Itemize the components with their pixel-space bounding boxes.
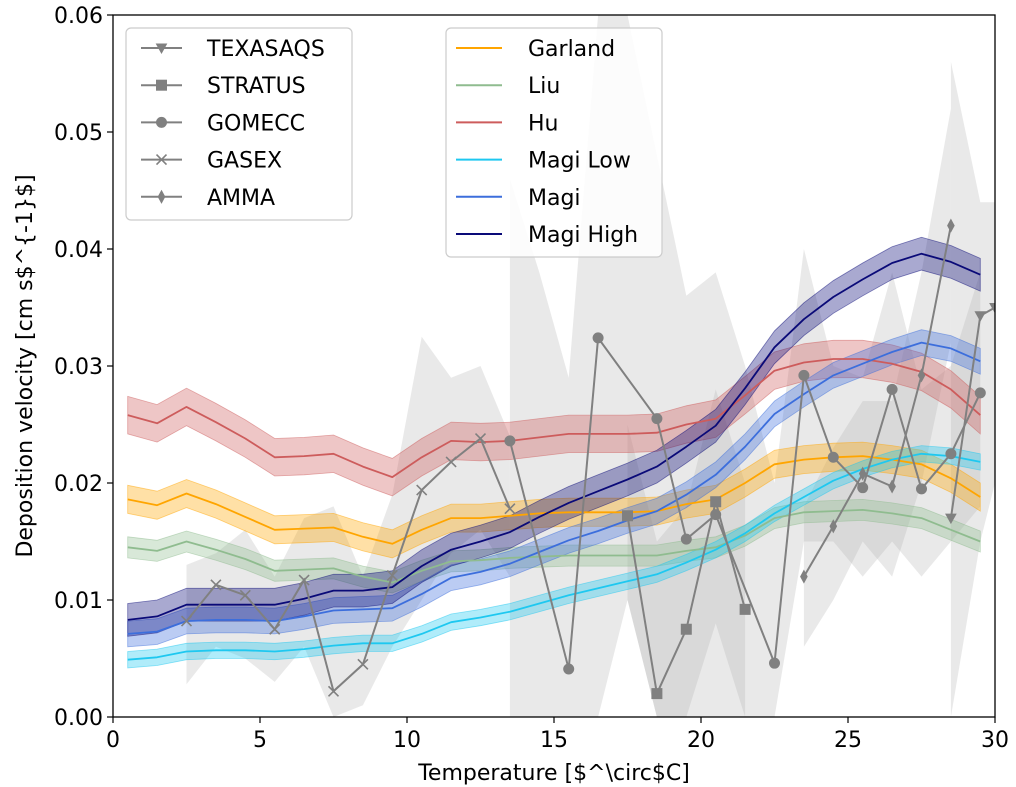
point-stratus [651, 688, 663, 700]
point-gasex [298, 574, 310, 586]
point-amma [888, 479, 896, 494]
x-tick-label: 0 [106, 728, 120, 753]
y-axis-label: Deposition velocity [cm s$^{-1}$] [13, 174, 38, 557]
point-gasex [386, 569, 398, 581]
point-texasaqs [989, 303, 995, 314]
y-tick-label: 0.00 [54, 706, 103, 731]
x-tick-label: 15 [540, 728, 568, 753]
point-gomecc [798, 369, 810, 381]
line-magi [127, 341, 981, 635]
point-gasex [445, 456, 457, 468]
point-amma [858, 466, 867, 481]
legend-models: Garland Liu Hu Magi Low Magi Magi High [445, 27, 663, 258]
point-gasex [504, 503, 516, 515]
model-uncertainty-bands [127, 236, 981, 669]
point-gasex [327, 685, 340, 697]
band-magi-high [127, 236, 981, 637]
line-magi-high [127, 252, 981, 621]
point-gomecc [504, 435, 516, 447]
point-amma [829, 519, 838, 534]
legend-observations: TEXASAQS STRATUS GOMECC GASEX AMMA [125, 27, 353, 221]
y-tick-label: 0.03 [54, 355, 103, 380]
point-amma [917, 368, 926, 383]
legend-label-texasaqs: TEXASAQS [206, 37, 325, 62]
line-magi-low [127, 452, 981, 661]
point-gasex [239, 589, 251, 601]
legend-marker-amma [157, 189, 166, 204]
y-tick-label: 0.02 [54, 472, 103, 497]
band-magi [127, 329, 981, 648]
legend-label-magi-high: Magi High [528, 223, 638, 248]
point-gomecc [974, 387, 986, 399]
point-amma [800, 569, 808, 584]
x-axis-label: Temperature [$^\circ$C] [417, 761, 690, 786]
line-hu [127, 358, 981, 479]
y-tick-label: 0.06 [54, 4, 103, 29]
point-gomecc [769, 657, 780, 669]
point-gomecc [563, 663, 575, 675]
observation-series [180, 218, 995, 700]
point-gomecc [651, 413, 663, 425]
y-tick-label: 0.05 [54, 121, 103, 146]
point-gomecc [857, 482, 869, 494]
legend-label-hu: Hu [528, 111, 559, 136]
legend-marker-gasex [155, 154, 168, 166]
legend-label-amma: AMMA [207, 186, 275, 211]
legend-label-gomecc: GOMECC [207, 111, 305, 136]
spread-band-texasaqs [950, 61, 995, 717]
legend-label-garland: Garland [528, 37, 615, 62]
point-gomecc [945, 448, 957, 460]
point-gomecc [710, 509, 722, 521]
x-tick-label: 25 [834, 728, 862, 753]
legend-marker-texasaqs [155, 43, 168, 55]
legend-marker-gomecc [156, 116, 167, 128]
x-tick-label: 10 [393, 728, 421, 753]
point-gasex [416, 484, 428, 496]
point-gomecc [916, 483, 927, 495]
line-gomecc [508, 335, 982, 670]
line-amma [803, 225, 952, 578]
point-gasex [357, 658, 369, 670]
legend-label-magi: Magi [528, 186, 581, 211]
y-tick-label: 0.04 [54, 238, 103, 263]
x-tick-label: 20 [687, 728, 715, 753]
point-gomecc [886, 383, 898, 395]
x-tick-label: 30 [981, 728, 1009, 753]
line-liu [127, 508, 981, 584]
point-stratus [710, 496, 722, 508]
point-stratus [622, 510, 633, 522]
point-texasaqs [945, 513, 957, 525]
legend-observations-frame [125, 27, 353, 221]
point-gasex [474, 432, 487, 445]
axes: 0 5 10 15 20 25 30 0.00 0.01 0.02 0.03 0.04 0.05 0.06… [13, 4, 1009, 786]
point-gasex [269, 623, 281, 635]
x-tick-label: 5 [253, 728, 267, 753]
point-texasaqs [974, 311, 987, 322]
point-gomecc [680, 533, 692, 545]
point-gomecc [827, 451, 839, 463]
legend-label-stratus: STRATUS [207, 74, 306, 99]
legend-marker-stratus [156, 79, 167, 91]
band-magi-low [127, 445, 981, 669]
point-gomecc [592, 332, 604, 344]
point-stratus [739, 603, 751, 615]
point-gasex [180, 615, 193, 627]
point-amma [947, 218, 955, 233]
legend-label-liu: Liu [528, 74, 560, 99]
point-gasex [210, 579, 222, 591]
legend-label-magi-low: Magi Low [528, 149, 631, 174]
point-stratus [680, 623, 692, 635]
legend-label-gasex: GASEX [207, 149, 282, 174]
y-tick-label: 0.01 [54, 589, 103, 614]
spread-band-stratus [627, 389, 746, 717]
